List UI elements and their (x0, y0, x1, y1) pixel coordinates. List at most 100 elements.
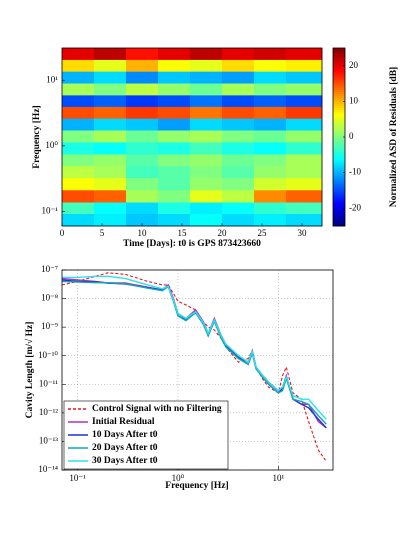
heatmap-cell (254, 178, 287, 191)
heatmap-cell (222, 142, 255, 155)
heatmap-cell (190, 106, 223, 120)
x-tick-label: 25 (258, 228, 268, 238)
colorbar-segment (333, 48, 345, 51)
heatmap-cell (190, 48, 223, 61)
heatmap-cell (158, 71, 191, 84)
legend-label: Initial Residual (92, 417, 155, 427)
heatmap-cell (254, 118, 287, 131)
colorbar-segment (333, 210, 345, 213)
heatmap-cell (254, 106, 287, 120)
y-tick-label: 10⁻¹⁴ (38, 464, 58, 474)
colorbar-segment (333, 202, 345, 205)
colorbar-segment (333, 90, 345, 93)
heatmap-cell (222, 213, 255, 227)
legend-label: 20 Days After t0 (92, 443, 158, 453)
heatmap-cell (62, 48, 95, 61)
heatmap-cell (286, 213, 323, 227)
heatmap-cell (126, 71, 159, 84)
plot-frame (61, 47, 323, 227)
colorbar-segment (333, 214, 345, 217)
heatmap-cell (222, 71, 255, 84)
heatmap-cell (158, 154, 191, 167)
colorbar-segment (333, 152, 345, 155)
heatmap-cell (126, 48, 159, 61)
heatmap-cell (62, 202, 95, 215)
heatmap-cell (286, 71, 323, 84)
colorbar-segment (333, 88, 345, 91)
legend-box (63, 400, 229, 470)
colorbar-segment (333, 108, 345, 111)
colorbar-segment (333, 70, 345, 73)
heatmap-cell (62, 83, 95, 96)
heatmap-cell (286, 118, 323, 131)
series-line (62, 275, 327, 420)
y-tick-label: 10¹ (46, 74, 58, 84)
colorbar-segment (333, 148, 345, 151)
colorbar-segment (333, 190, 345, 193)
heatmap-cell (254, 154, 287, 167)
heatmap-cell (190, 59, 223, 72)
heatmap-cell (254, 48, 287, 61)
heatmap-cell (126, 83, 159, 96)
heatmap-cell (62, 118, 95, 131)
heatmap-cell (94, 154, 127, 167)
heatmap-cell (222, 48, 255, 61)
colorbar-segment (333, 186, 345, 189)
heatmap-cell (126, 154, 159, 167)
heatmap-cell (94, 95, 127, 108)
colorbar-segment (333, 170, 345, 173)
heatmap-cell (158, 213, 191, 227)
heatmap-cell (190, 213, 223, 227)
heatmap-cell (254, 95, 287, 108)
heatmap-cell (254, 190, 287, 203)
heatmap-cell (222, 166, 255, 179)
heatmap-cell (126, 178, 159, 191)
colorbar-segment (333, 180, 345, 183)
heatmap-cell (62, 190, 95, 203)
heatmap-cell (94, 213, 127, 227)
legend-label: 30 Days After t0 (92, 456, 158, 466)
heatmap-cell (94, 83, 127, 96)
colorbar-segment (333, 218, 345, 221)
heatmap-cell (222, 178, 255, 191)
colorbar-segment (333, 188, 345, 191)
y-tick-label: 10⁻¹¹ (39, 378, 58, 388)
colorbar-segment (333, 220, 345, 223)
colorbar-segment (333, 208, 345, 211)
colorbar-segment (333, 178, 345, 181)
colorbar-segment (333, 160, 345, 163)
colorbar-segment (333, 110, 345, 113)
colorbar-segment (333, 194, 345, 197)
x-tick-label: 10¹ (273, 473, 285, 483)
heatmap-cell (222, 202, 255, 215)
heatmap-cell (286, 48, 323, 61)
heatmap-cell (158, 190, 191, 203)
colorbar-segment (333, 132, 345, 135)
colorbar-segment (333, 112, 345, 115)
colorbar-segment (333, 94, 345, 97)
heatmap-cell (254, 130, 287, 143)
heatmap-cell (94, 71, 127, 84)
heatmap-cell (158, 95, 191, 108)
colorbar-segment (333, 140, 345, 143)
x-tick-label: 10⁻¹ (69, 473, 86, 483)
heatmap-cell (126, 166, 159, 179)
heatmap-cell (190, 142, 223, 155)
colorbar-segment (333, 116, 345, 119)
y-tick-label: 10⁻⁸ (41, 293, 58, 303)
heatmap-cell (94, 106, 127, 120)
colorbar-tick-label: 10 (349, 95, 359, 105)
colorbar-segment (333, 196, 345, 199)
colorbar-segment (333, 120, 345, 123)
colorbar-segment (333, 162, 345, 165)
colorbar-segment (333, 80, 345, 83)
colorbar-segment (333, 182, 345, 185)
colorbar-segment (333, 176, 345, 179)
heatmap-cell (286, 142, 323, 155)
colorbar-segment (333, 100, 345, 103)
colorbar-tick-label: -10 (349, 167, 361, 177)
colorbar-segment (333, 156, 345, 159)
colorbar-segment (333, 184, 345, 187)
colorbar-segment (333, 212, 345, 215)
